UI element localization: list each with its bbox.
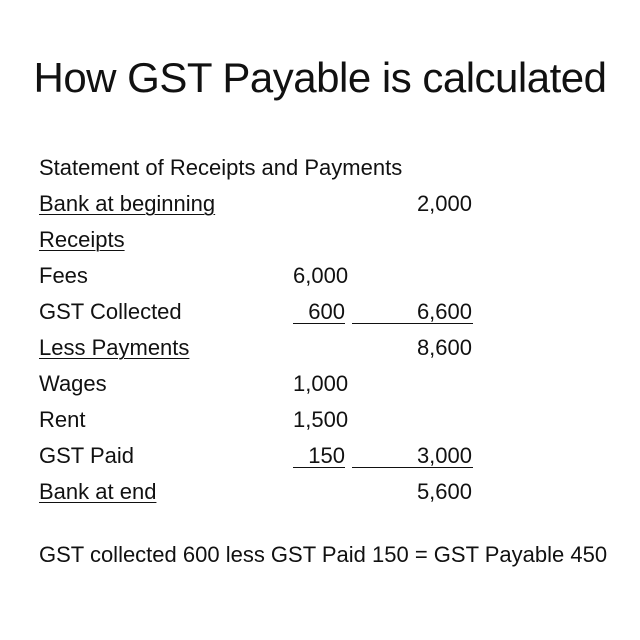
statement-table: Statement of Receipts and Payments Bank … bbox=[39, 150, 599, 510]
table-row: Receipts bbox=[39, 222, 599, 258]
row-label: GST Collected bbox=[39, 299, 182, 324]
table-row: GST Collected 600 6,600 bbox=[39, 294, 599, 330]
row-label: Bank at beginning bbox=[39, 191, 216, 216]
row-amount: 1,500 bbox=[293, 407, 349, 432]
table-row: Fees 6,000 bbox=[39, 258, 599, 294]
row-amount: 1,000 bbox=[293, 371, 349, 396]
row-amount: 6,000 bbox=[293, 263, 349, 288]
row-label: Fees bbox=[39, 263, 88, 288]
table-row: GST Paid 150 3,000 bbox=[39, 438, 599, 474]
row-label: Bank at end bbox=[39, 479, 157, 504]
table-row: Wages 1,000 bbox=[39, 366, 599, 402]
subtotal-rule bbox=[293, 467, 345, 468]
row-total: 2,000 bbox=[416, 191, 472, 216]
subtotal-rule bbox=[293, 323, 345, 324]
table-row: Bank at end 5,600 bbox=[39, 474, 599, 510]
row-amount: 150 bbox=[308, 443, 345, 468]
total-rule bbox=[352, 323, 473, 324]
row-amount: 600 bbox=[308, 299, 345, 324]
row-label: Rent bbox=[39, 407, 86, 432]
row-label: Receipts bbox=[39, 227, 125, 252]
row-total: 3,000 bbox=[416, 443, 472, 468]
row-label: Less Payments bbox=[39, 335, 190, 360]
row-label: GST Paid bbox=[39, 443, 134, 468]
row-total: 8,600 bbox=[416, 335, 472, 360]
total-rule bbox=[352, 467, 473, 468]
row-total: 5,600 bbox=[416, 479, 472, 504]
statement-heading-row: Statement of Receipts and Payments bbox=[39, 150, 599, 186]
gst-summary: GST collected 600 less GST Paid 150 = GS… bbox=[39, 542, 608, 567]
table-row: Bank at beginning 2,000 bbox=[39, 186, 599, 222]
table-row: Less Payments 8,600 bbox=[39, 330, 599, 366]
slide-title: How GST Payable is calculated bbox=[33, 54, 607, 101]
statement-heading: Statement of Receipts and Payments bbox=[39, 155, 403, 180]
row-label: Wages bbox=[39, 371, 107, 396]
row-total: 6,600 bbox=[416, 299, 472, 324]
table-row: Rent 1,500 bbox=[39, 402, 599, 438]
